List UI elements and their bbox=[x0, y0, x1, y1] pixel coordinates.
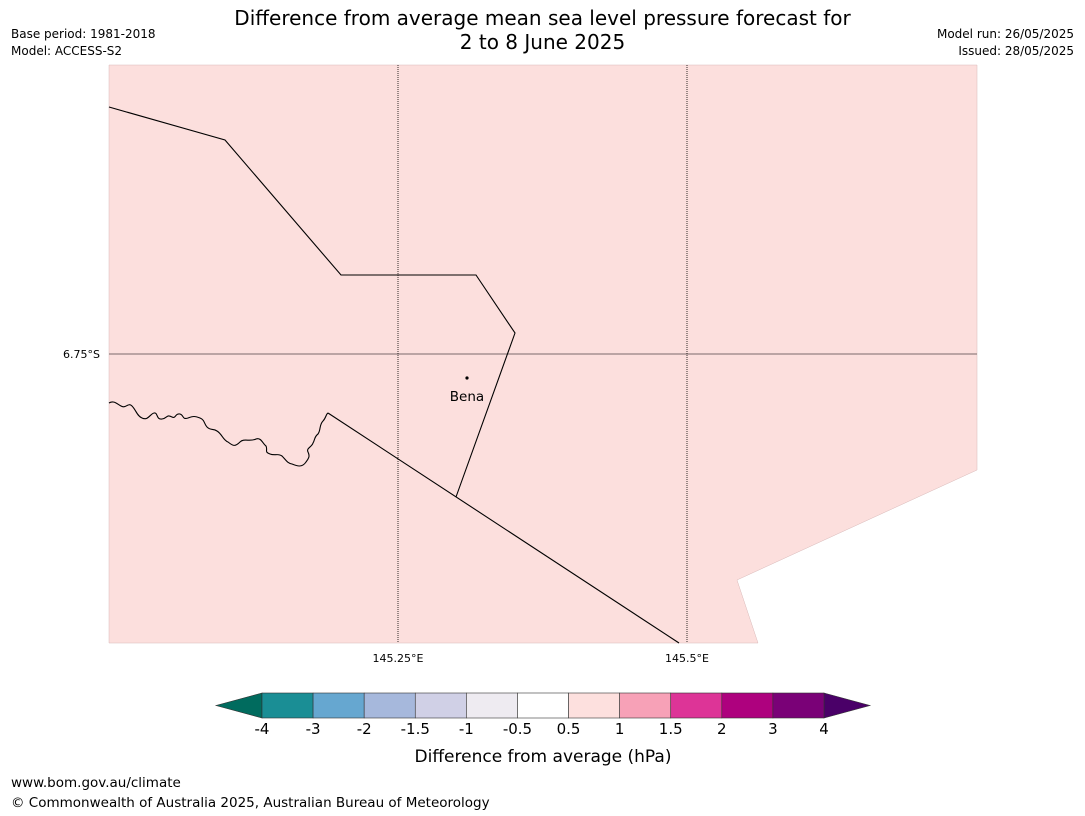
colorbar-tick-label: -0.5 bbox=[503, 720, 532, 738]
colorbar-swatch bbox=[466, 692, 518, 719]
model-run-text: Model run: 26/05/2025 bbox=[936, 27, 1074, 41]
meta-left: Base period: 1981-2018 Model: ACCESS-S2 bbox=[11, 26, 156, 60]
colorbar-tick-label: -2 bbox=[357, 720, 372, 738]
province-boundary-upper bbox=[108, 106, 516, 498]
colorbar-swatch bbox=[517, 692, 569, 719]
footer-copyright: © Commonwealth of Australia 2025, Austra… bbox=[11, 795, 490, 811]
colorbar-tick-label: -4 bbox=[255, 720, 270, 738]
colorbar-extend-low bbox=[214, 692, 263, 719]
colorbar-tick-label: 3 bbox=[768, 720, 778, 738]
colorbar-swatch bbox=[312, 692, 365, 719]
lat-label-6.75s: 6.75°S bbox=[63, 348, 100, 361]
map-title-line-2: 2 to 8 June 2025 bbox=[459, 30, 626, 54]
colorbar-tick-label: -3 bbox=[306, 720, 321, 738]
colorbar-swatch bbox=[363, 692, 416, 719]
colorbar-swatch bbox=[670, 692, 723, 719]
colorbar: -4 -3 -2 -1.5 -1 -0.5 0.5 1 1.5 2 3 4 bbox=[214, 692, 872, 738]
river-boundary bbox=[108, 401, 329, 467]
model-text: Model: ACCESS-S2 bbox=[11, 44, 123, 58]
colorbar-swatch bbox=[721, 692, 774, 719]
colorbar-tick-label: -1 bbox=[459, 720, 474, 738]
colorbar-swatch bbox=[261, 692, 314, 719]
colorbar-swatch bbox=[619, 692, 672, 719]
colorbar-extend-high bbox=[823, 692, 872, 719]
place-marker-bena bbox=[465, 376, 469, 380]
map-title-line-1: Difference from average mean sea level p… bbox=[234, 6, 851, 30]
place-label-bena: Bena bbox=[450, 389, 484, 405]
colorbar-tick-label: 0.5 bbox=[557, 720, 581, 738]
colorbar-swatch bbox=[414, 692, 467, 719]
colorbar-tick-label: -1.5 bbox=[401, 720, 430, 738]
lon-label-145.25e: 145.25°E bbox=[373, 652, 424, 665]
colorbar-tick-label: 2 bbox=[717, 720, 727, 738]
issued-text: Issued: 28/05/2025 bbox=[958, 44, 1074, 58]
meta-right: Model run: 26/05/2025 Issued: 28/05/2025 bbox=[937, 26, 1074, 60]
map-title: Difference from average mean sea level p… bbox=[0, 6, 1085, 54]
province-boundary-lower bbox=[327, 412, 680, 644]
colorbar-tick-label: 1 bbox=[615, 720, 625, 738]
base-period-text: Base period: 1981-2018 bbox=[11, 27, 156, 41]
colorbar-tick-label: 4 bbox=[819, 720, 829, 738]
lon-label-145.5e: 145.5°E bbox=[665, 652, 709, 665]
footer-url: www.bom.gov.au/climate bbox=[11, 775, 181, 791]
colorbar-tick-label: 1.5 bbox=[659, 720, 683, 738]
colorbar-title: Difference from average (hPa) bbox=[415, 747, 672, 767]
colorbar-swatch bbox=[568, 692, 620, 719]
colorbar-swatch bbox=[772, 692, 825, 719]
